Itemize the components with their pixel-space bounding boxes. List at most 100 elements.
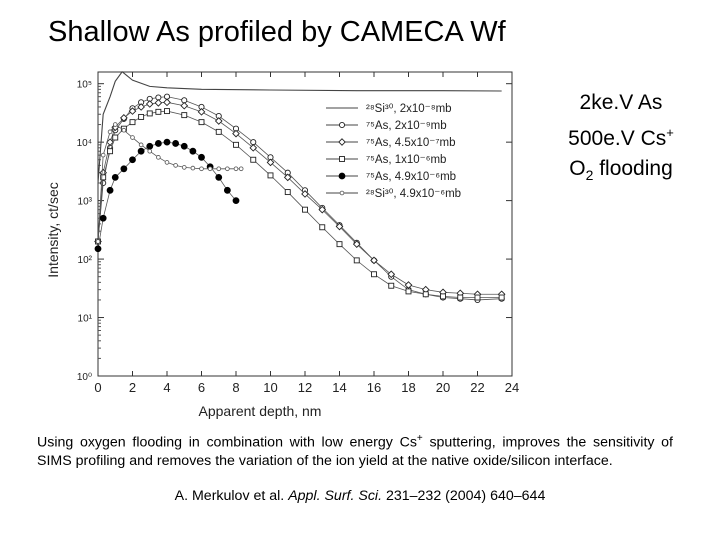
data-point (138, 142, 144, 148)
legend: ²⁸Si³⁰, 2x10⁻⁸mb ⁷⁵As, 2x10⁻⁹mb ⁷⁵As, 4.5x… (326, 103, 461, 200)
data-point (99, 214, 107, 222)
param-flooding-text: flooding (593, 157, 673, 180)
data-point (163, 138, 171, 146)
x-tick-label: 20 (436, 380, 450, 395)
data-point (301, 190, 309, 198)
sims-depth-profile-chart: 0 2 4 6 8 10 12 14 16 18 20 22 2410⁰10¹10²10³10⁴10⁵ … (34, 58, 534, 423)
data-point (107, 148, 114, 155)
x-tick-label: 4 (163, 380, 170, 395)
legend-marker (338, 172, 346, 180)
data-point (498, 294, 505, 301)
data-point (233, 141, 239, 148)
data-point (106, 186, 114, 194)
legend-marker (338, 138, 346, 146)
param-flooding-sub: 2 (585, 167, 594, 184)
legend-label: ⁷⁵As, 4.9x10⁻⁶mb (366, 171, 456, 183)
data-point (189, 147, 197, 155)
data-point (172, 140, 180, 147)
data-point (225, 166, 230, 172)
citation-authors: A. Merkulov et al. (174, 488, 289, 504)
data-point (181, 165, 187, 170)
data-point (232, 197, 240, 205)
legend-label: ⁷⁵As, 2x10⁻⁹mb (366, 120, 447, 132)
param-flooding: O2 flooding (548, 154, 694, 190)
data-point (352, 240, 361, 248)
y-tick-label: 10³ (78, 197, 93, 208)
x-tick-label: 24 (505, 380, 519, 395)
data-point (129, 119, 136, 126)
data-point (129, 156, 136, 164)
x-tick-label: 6 (198, 380, 205, 395)
data-point (198, 153, 205, 161)
data-point (138, 113, 145, 120)
param-energy-cs-sup: + (666, 125, 674, 140)
data-point (100, 174, 107, 181)
data-point (137, 147, 145, 155)
x-axis-label: Apparent depth, nm (199, 403, 322, 419)
legend-marker (339, 190, 345, 196)
data-point (318, 205, 327, 214)
data-point (173, 163, 178, 168)
citation-details: 231–232 (2004) 640–644 (382, 488, 546, 504)
y-tick-label: 10² (78, 255, 93, 266)
data-point (145, 100, 154, 108)
y-tick-label: 10⁴ (77, 138, 92, 149)
data-point (215, 128, 222, 135)
data-point (250, 156, 257, 163)
data-point (155, 108, 162, 115)
data-point (249, 143, 258, 152)
data-point (267, 172, 274, 179)
data-point (130, 135, 135, 140)
param-energy-cs-text: 500e.V Cs (568, 127, 667, 150)
series-0 (97, 70, 502, 184)
data-point (154, 140, 162, 147)
x-tick-label: 0 (94, 380, 101, 395)
data-point (112, 134, 119, 141)
data-point (146, 110, 153, 117)
data-point (404, 281, 413, 289)
x-tick-label: 22 (470, 380, 484, 395)
data-point (164, 160, 170, 165)
x-tick-label: 16 (367, 380, 381, 395)
data-point (336, 241, 343, 248)
data-point (233, 166, 239, 172)
data-point (388, 282, 395, 289)
y-tick-label: 10⁰ (77, 372, 92, 383)
data-point (474, 294, 481, 301)
data-point (223, 186, 231, 194)
data-point (353, 257, 360, 264)
data-point (180, 142, 188, 150)
caption-sup: + (416, 433, 423, 444)
data-point (164, 108, 170, 115)
x-tick-label: 10 (263, 380, 277, 395)
caption-part2: sputtering, improves the sensitivity of … (37, 434, 673, 469)
data-point (190, 165, 196, 171)
data-point (154, 99, 163, 107)
caption-part1: Using oxygen flooding in combination wit… (37, 434, 417, 451)
data-point (199, 166, 204, 172)
data-point (147, 148, 153, 154)
data-point (387, 270, 396, 279)
data-point (232, 129, 240, 138)
data-point (111, 173, 119, 181)
legend-marker (338, 121, 346, 129)
data-point (120, 114, 128, 122)
data-point (440, 293, 446, 300)
data-point (371, 271, 377, 278)
data-point (156, 155, 161, 160)
data-point (94, 245, 102, 253)
data-point (250, 139, 257, 146)
data-point (121, 127, 127, 133)
data-point (283, 173, 292, 182)
slide-title: Shallow As profiled by CAMECA Wf (48, 16, 506, 48)
param-energy-as: 2ke.V As (579, 91, 663, 114)
data-point (457, 294, 464, 301)
citation: A. Merkulov et al. Appl. Surf. Sci. 231–… (0, 488, 720, 504)
param-energy-cs: 500e.V Cs+ (548, 118, 694, 154)
legend-label: ⁷⁵As, 4.5x10⁻⁷mb (366, 137, 455, 149)
experiment-parameters: 2ke.V As 500e.V Cs+ O2 flooding (548, 88, 694, 190)
data-point (266, 158, 275, 167)
legend-marker (339, 156, 345, 162)
legend-label: ⁷⁵As, 1x10⁻⁶mb (366, 154, 446, 166)
data-point (100, 152, 106, 158)
